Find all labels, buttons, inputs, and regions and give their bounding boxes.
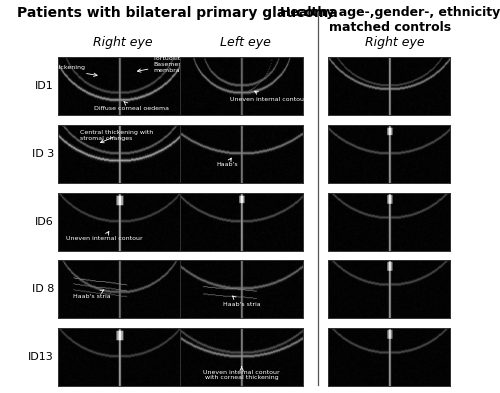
Text: Healthy age-,gender-, ethnicity
matched controls: Healthy age-,gender-, ethnicity matched … — [280, 6, 500, 34]
Text: Tortuosity of
Basement
membrane: Tortuosity of Basement membrane — [138, 56, 192, 73]
Text: ID1: ID1 — [35, 81, 54, 91]
Text: ID13: ID13 — [28, 352, 54, 362]
Text: Diffuse corneal oedema: Diffuse corneal oedema — [94, 101, 169, 111]
Text: Haab's stria: Haab's stria — [74, 290, 111, 299]
Text: Patients with bilateral primary glaucoma: Patients with bilateral primary glaucoma — [17, 6, 338, 20]
Text: Epithelial thickening: Epithelial thickening — [21, 65, 97, 76]
Text: ID6: ID6 — [35, 217, 54, 227]
Text: ID 8: ID 8 — [32, 284, 54, 294]
Text: Uneven internal contour: Uneven internal contour — [66, 231, 142, 241]
Text: Right eye: Right eye — [92, 36, 152, 49]
Text: Uneven internal contour
with corneal thickening: Uneven internal contour with corneal thi… — [204, 367, 280, 380]
Text: ID 3: ID 3 — [32, 149, 54, 159]
Text: Haab's stria: Haab's stria — [223, 296, 260, 307]
Text: Haab's: Haab's — [216, 158, 238, 167]
Text: Left eye: Left eye — [220, 36, 270, 49]
Text: Uneven internal contour: Uneven internal contour — [230, 91, 307, 102]
Text: Central thickening with
stromal changes: Central thickening with stromal changes — [80, 130, 153, 143]
Text: Right eye: Right eye — [365, 36, 425, 49]
